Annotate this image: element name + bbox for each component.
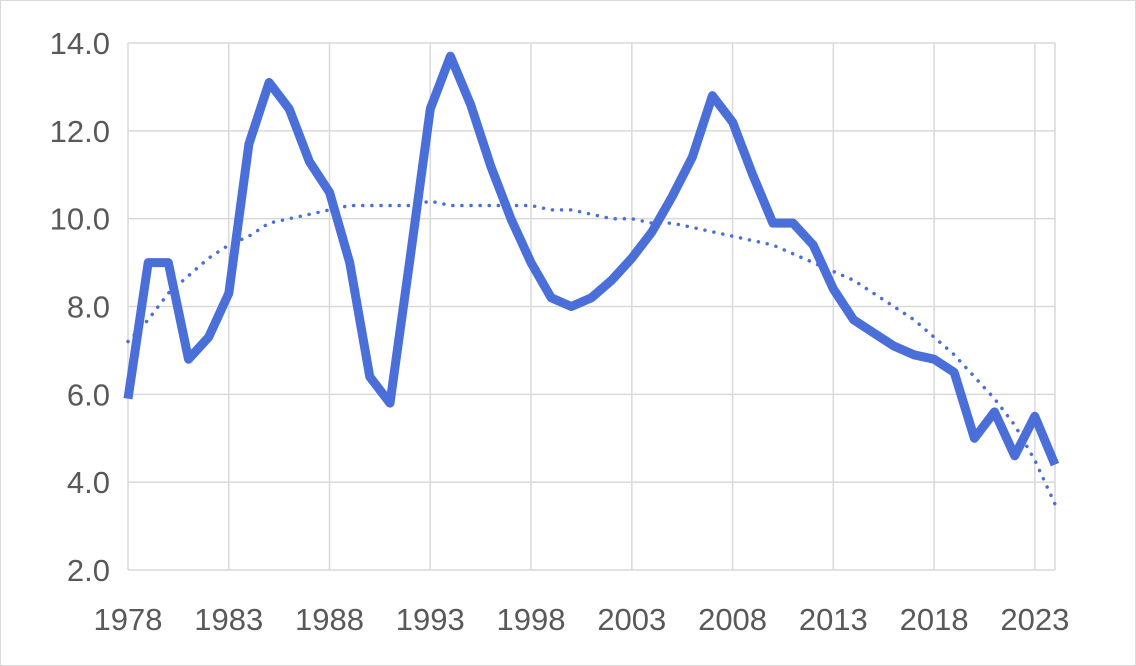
series-line	[123, 51, 1060, 467]
x-axis: 1978 1983 1988 1993 1998 2003 2008 2013 2018 2023	[94, 602, 1070, 637]
x-tick-label: 1978	[94, 602, 163, 637]
x-tick-label: 2013	[799, 602, 868, 637]
series-group	[123, 51, 1060, 467]
y-tick-label: 10.0	[50, 202, 110, 237]
y-tick-label: 14.0	[50, 26, 110, 61]
trendline	[126, 199, 1057, 506]
x-tick-label: 2018	[900, 602, 969, 637]
x-tick-label: 2003	[597, 602, 666, 637]
gridlines	[127, 42, 1056, 571]
x-tick-label: 1998	[497, 602, 566, 637]
y-tick-label: 12.0	[50, 114, 110, 149]
x-tick-label: 2023	[1000, 602, 1069, 637]
y-tick-label: 4.0	[67, 465, 110, 500]
x-tick-label: 1993	[396, 602, 465, 637]
y-axis: 2.0 4.0 6.0 8.0 10.0 12.0 14.0	[50, 26, 110, 588]
x-tick-label: 1988	[295, 602, 364, 637]
y-tick-label: 2.0	[67, 553, 110, 588]
y-tick-label: 8.0	[67, 290, 110, 325]
x-tick-label: 1983	[194, 602, 263, 637]
y-tick-label: 6.0	[67, 377, 110, 412]
trendline-group	[126, 199, 1057, 506]
x-tick-label: 2008	[698, 602, 767, 637]
